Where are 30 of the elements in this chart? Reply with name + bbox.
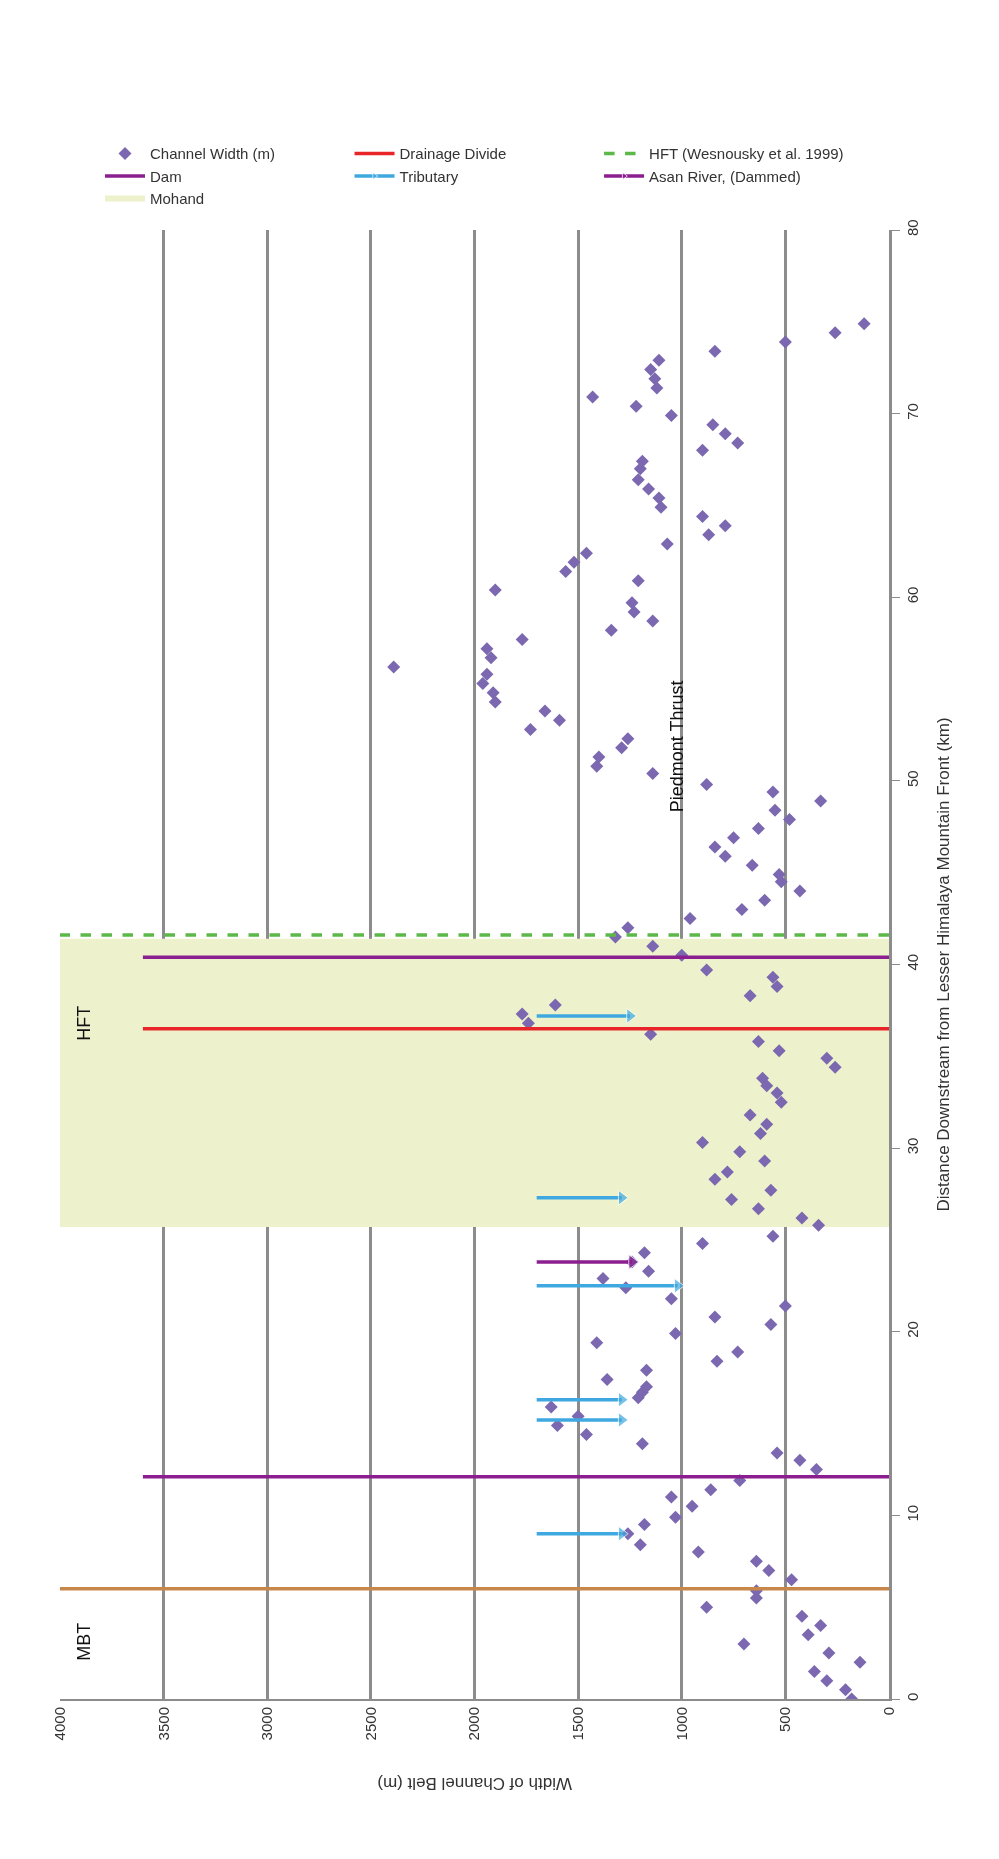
x-tick-label: 3500 — [154, 1707, 172, 1741]
y-axis-title: Distance Downstream from Lesser Himalaya Mountain Front (km) — [934, 717, 954, 1212]
x-tick-label: 4000 — [50, 1707, 68, 1741]
y-tick-label: 80 — [903, 219, 921, 237]
annotation: MBT — [74, 1622, 95, 1661]
legend-label: Tributary — [399, 167, 459, 185]
legend-label: Mohand — [150, 190, 205, 208]
legend-label: Channel Width (m) — [150, 145, 276, 163]
y-tick-label: 70 — [903, 403, 921, 420]
y-tick-label: 40 — [903, 953, 921, 971]
y-tick-label: 60 — [903, 586, 921, 604]
x-axis-title: Width of Channel Belt (m) — [377, 1773, 572, 1793]
y-tick-label: 0 — [903, 1692, 921, 1701]
x-tick-label: 500 — [776, 1707, 794, 1733]
legend-label: Drainage Divide — [399, 145, 507, 163]
y-tick-label: 20 — [903, 1321, 921, 1338]
x-tick-label: 2000 — [465, 1707, 483, 1741]
x-tick-label: 2500 — [361, 1707, 379, 1741]
legend-label: Dam — [150, 167, 182, 185]
y-tick-label: 50 — [903, 770, 921, 787]
x-tick-label: 0 — [879, 1707, 897, 1716]
x-tick-label: 1000 — [672, 1707, 690, 1741]
annotation: Piedmont Thrust — [667, 680, 688, 813]
legend-label: Asan River, (Dammed) — [649, 167, 801, 185]
y-tick-label: 10 — [903, 1504, 921, 1522]
x-tick-label: 3000 — [258, 1707, 276, 1741]
x-tick-label: 1500 — [569, 1707, 587, 1741]
annotation: HFT — [74, 1005, 95, 1041]
legend-label: HFT (Wesnousky et al. 1999) — [649, 145, 844, 163]
y-tick-label: 30 — [903, 1137, 921, 1155]
